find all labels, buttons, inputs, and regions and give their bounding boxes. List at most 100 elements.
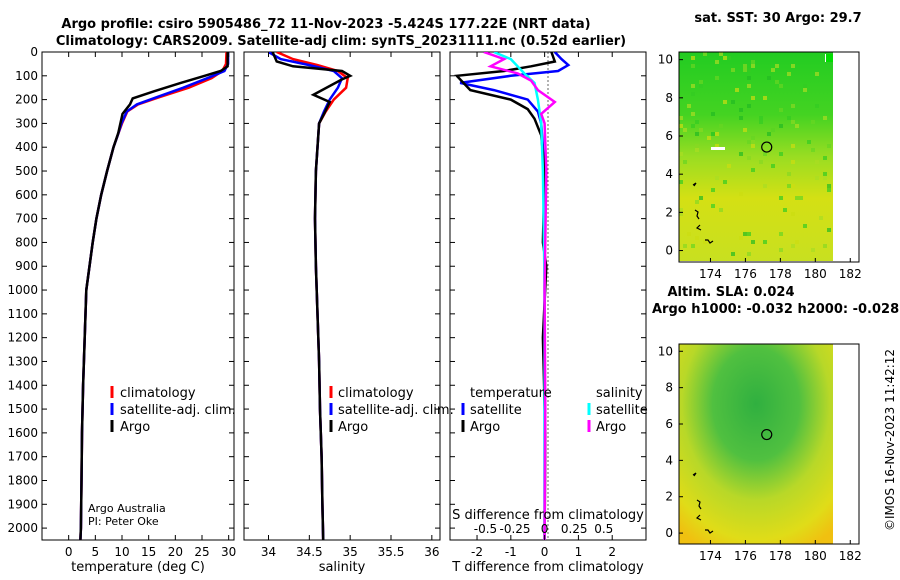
sst-pixel xyxy=(751,168,755,172)
x-tick-label: 25 xyxy=(194,545,209,559)
sst-pixel xyxy=(703,52,707,56)
y-tick-label: 8 xyxy=(665,91,673,105)
y-tick-label: 100 xyxy=(15,69,38,83)
sst-pixel xyxy=(823,176,827,180)
s-tick-label: 0.5 xyxy=(594,522,613,536)
sst-pixel xyxy=(827,144,831,148)
series-line-climatology xyxy=(276,52,350,540)
y-tick-label: 1700 xyxy=(7,450,38,464)
y-tick-label: 6 xyxy=(665,129,673,143)
series-line-satellite-adj-clim- xyxy=(267,52,344,540)
sst-pixel xyxy=(791,104,795,108)
sst-pixel xyxy=(679,116,683,120)
sst-pixel xyxy=(695,132,699,136)
temperature-series xyxy=(79,52,230,540)
x-tick-label: 178 xyxy=(769,549,792,563)
sst-pixel xyxy=(787,116,791,120)
y-tick-label: 10 xyxy=(658,344,673,358)
sst-pixel xyxy=(695,148,699,152)
sst-pixel xyxy=(715,132,719,136)
sst-pixel xyxy=(799,196,803,200)
x-tick-label: 178 xyxy=(769,267,792,281)
x-tick-label: 5 xyxy=(92,545,100,559)
series-line-climatology xyxy=(79,52,228,540)
figure-title-line1: Argo profile: csiro 5905486_72 11-Nov-20… xyxy=(61,17,590,32)
x-tick-label: 180 xyxy=(804,549,827,563)
timestamp: ©IMOS 16-Nov-2023 11:42:12 xyxy=(883,349,897,531)
sst-pixel xyxy=(763,152,767,156)
sst-pixel xyxy=(827,184,831,188)
sst-pixel xyxy=(759,160,763,164)
sla-y-ticks: 0 2 4 6 8 10 xyxy=(658,344,683,540)
y-tick-label: 4 xyxy=(665,453,673,467)
sst-pixel xyxy=(695,120,699,124)
depth-y-ticks: 0 100 200 300 400 500 600 700 800 900 1000 1100 1200… xyxy=(7,45,234,535)
series-line-salinity-argo xyxy=(483,52,557,540)
x-tick-label: 0 xyxy=(65,545,73,559)
y-tick-label: 600 xyxy=(15,188,38,202)
sst-pixel xyxy=(811,248,815,252)
sst-pixel xyxy=(727,56,731,60)
y-tick-label: 900 xyxy=(15,259,38,273)
sst-pixel xyxy=(779,84,783,88)
sst-pixel xyxy=(803,88,807,92)
legend-label-argo: Argo xyxy=(338,420,368,435)
sst-pixel xyxy=(751,240,755,244)
x-tick-label: 35.5 xyxy=(378,545,405,559)
x-tick-label: 36 xyxy=(424,545,439,559)
x-tick-label: 2 xyxy=(608,545,616,559)
credit-text: Argo Australia xyxy=(88,502,166,515)
sst-pixel xyxy=(791,184,795,188)
x-tick-label: 20 xyxy=(168,545,183,559)
sst-pixel xyxy=(751,140,755,144)
series-line-temperature-satellite xyxy=(459,52,571,540)
y-tick-label: 1900 xyxy=(7,497,38,511)
pi-text: PI: Peter Oke xyxy=(88,515,159,528)
difference-legend: temperature salinity satellite Argo sate… xyxy=(461,386,648,435)
legend-label-s-satellite: satellite xyxy=(596,403,648,418)
y-tick-label: 400 xyxy=(15,140,38,154)
y-tick-label: 8 xyxy=(665,381,673,395)
sst-pixel xyxy=(779,232,783,236)
sst-pixel xyxy=(751,60,755,64)
series-line-argo xyxy=(79,52,229,540)
sst-pixel xyxy=(695,236,699,240)
y-tick-label: 6 xyxy=(665,417,673,431)
y-tick-label: 4 xyxy=(665,167,673,181)
sst-pixel xyxy=(695,144,699,148)
sst-pixel xyxy=(795,196,799,200)
sst-pixel xyxy=(731,100,735,104)
sst-pixel xyxy=(723,56,727,60)
sst-pixel xyxy=(815,104,819,108)
legend-title-salinity: salinity xyxy=(596,386,643,401)
sst-pixel xyxy=(679,212,683,216)
sst-pixel xyxy=(727,164,731,168)
sst-pixel xyxy=(767,132,771,136)
temperature-legend: climatology satellite-adj. clim. Argo xyxy=(110,386,236,435)
sst-pixel xyxy=(679,124,683,128)
sst-pixel xyxy=(691,92,695,96)
sst-pixel xyxy=(699,196,703,200)
sst-pixel xyxy=(803,224,807,228)
sst-pixel xyxy=(751,144,755,148)
sst-pixel xyxy=(691,56,695,60)
legend-label-climatology: climatology xyxy=(338,386,414,401)
sst-pixel xyxy=(747,232,751,236)
sst-pixel xyxy=(751,136,755,140)
sst-pixel xyxy=(819,216,823,220)
sst-pixel xyxy=(691,244,695,248)
sla-field xyxy=(679,344,833,544)
salinity-x-ticks: 34 34.5 35 35.5 36 xyxy=(261,52,439,559)
sst-pixel xyxy=(787,72,791,76)
sst-pixel xyxy=(811,148,815,152)
sst-pixel xyxy=(715,144,719,148)
y-tick-label: 2 xyxy=(665,205,673,219)
salinity-y-tickmarks xyxy=(244,51,440,529)
sst-pixel xyxy=(811,120,815,124)
x-tick-label: -1 xyxy=(505,545,517,559)
sst-pixel xyxy=(791,64,795,68)
temperature-axes xyxy=(41,51,235,541)
sst-bright-cell xyxy=(826,54,833,62)
series-line-argo xyxy=(271,52,353,540)
